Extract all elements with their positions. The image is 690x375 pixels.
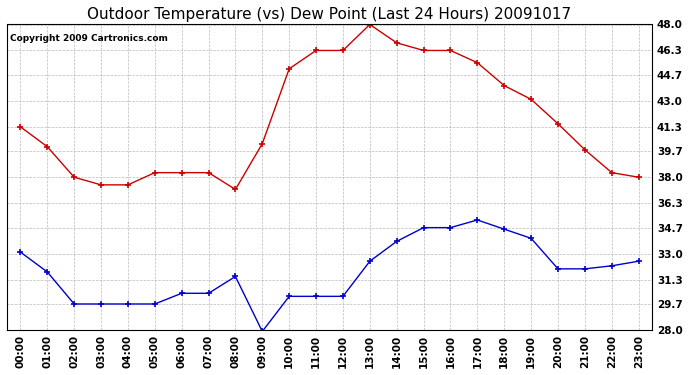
Title: Outdoor Temperature (vs) Dew Point (Last 24 Hours) 20091017: Outdoor Temperature (vs) Dew Point (Last… — [88, 7, 571, 22]
Text: Copyright 2009 Cartronics.com: Copyright 2009 Cartronics.com — [10, 34, 168, 43]
